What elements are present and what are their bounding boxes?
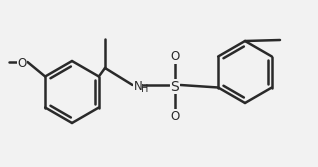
Text: H: H [141, 84, 148, 94]
Text: O: O [170, 50, 180, 63]
Text: O: O [17, 57, 27, 70]
Text: N: N [134, 80, 142, 93]
Text: S: S [171, 79, 179, 94]
Text: O: O [170, 110, 180, 123]
